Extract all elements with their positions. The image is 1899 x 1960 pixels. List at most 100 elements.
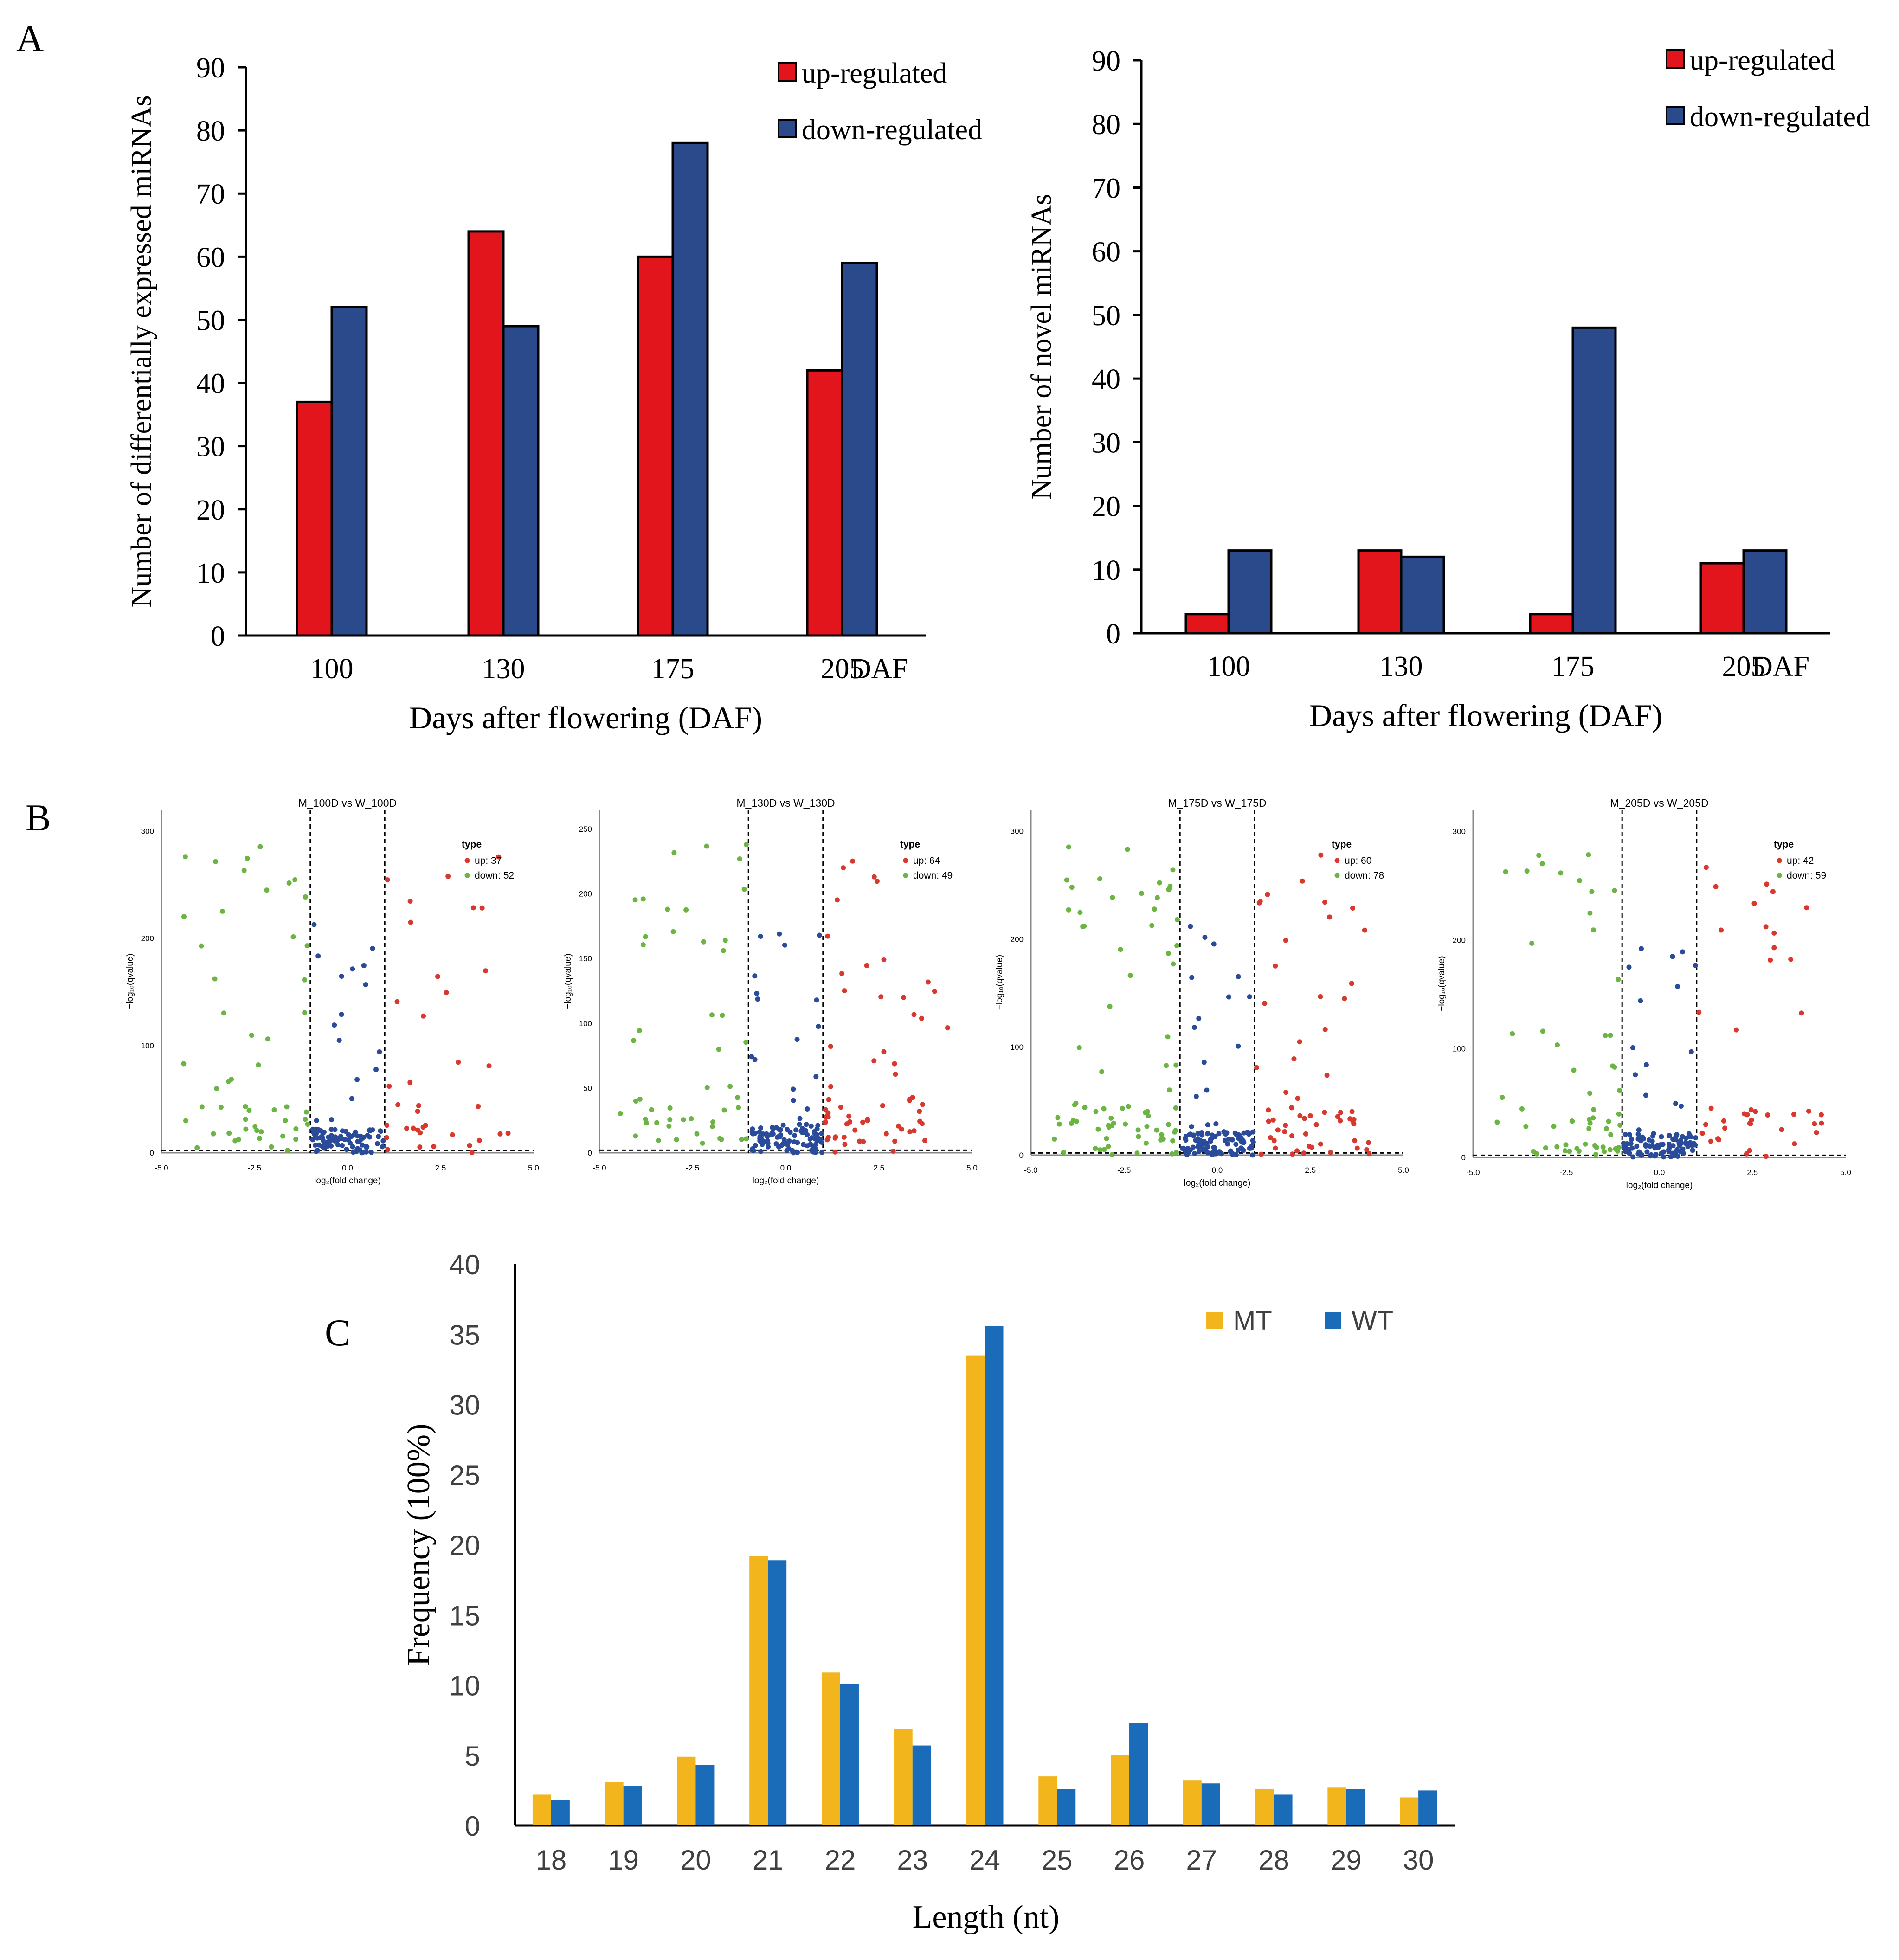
- point-not-significant: [1666, 1133, 1672, 1139]
- point-down-regulated: [1104, 1136, 1109, 1141]
- y-tick-label: 5: [465, 1741, 480, 1772]
- point-down-regulated: [1144, 1124, 1150, 1129]
- point-not-significant: [359, 1137, 364, 1142]
- point-down-regulated: [1570, 1118, 1575, 1124]
- point-not-significant: [314, 1149, 319, 1154]
- point-not-significant: [794, 1037, 800, 1042]
- point-down-regulated: [1106, 1123, 1111, 1128]
- point-not-significant: [1660, 1142, 1666, 1147]
- point-down-regulated: [271, 1107, 277, 1113]
- point-not-significant: [784, 1148, 790, 1153]
- point-down-regulated: [1146, 1113, 1151, 1118]
- point-not-significant: [819, 1131, 824, 1136]
- point-down-regulated: [1494, 1119, 1500, 1125]
- point-down-regulated: [1174, 917, 1180, 922]
- point-up-regulated: [826, 1097, 831, 1102]
- point-down-regulated: [1052, 1136, 1057, 1142]
- point-down-regulated: [1563, 1142, 1569, 1148]
- bar-mt-27: [1183, 1780, 1202, 1825]
- point-up-regulated: [1318, 852, 1324, 858]
- point-down-regulated: [640, 942, 646, 948]
- point-down-regulated: [640, 896, 646, 902]
- point-not-significant: [760, 1131, 766, 1137]
- x-tick-label-26: 26: [1114, 1844, 1145, 1876]
- y-tick-label: 25: [449, 1460, 480, 1491]
- point-up-regulated: [1696, 1009, 1702, 1015]
- point-down-regulated: [256, 1062, 261, 1068]
- bar-mt-22: [821, 1672, 840, 1825]
- point-up-regulated: [825, 1135, 831, 1140]
- point-up-regulated: [919, 1121, 925, 1126]
- point-up-regulated: [1297, 1113, 1303, 1118]
- point-not-significant: [1250, 1152, 1255, 1158]
- point-not-significant: [1644, 1149, 1650, 1155]
- point-down-regulated: [1170, 1138, 1176, 1144]
- y-tick-label: 35: [449, 1319, 480, 1350]
- point-up-regulated: [925, 979, 931, 985]
- legend-label-up: up: 42: [1787, 855, 1814, 866]
- point-not-significant: [1216, 1131, 1222, 1137]
- chart-c-length-distribution: 0 5 10 15 20 25 30 35 40 18 19 20 21 22 23 24 25 26 27 28 29…: [401, 1249, 1455, 1935]
- point-down-regulated: [632, 897, 638, 903]
- x-tick-label-205: 205: [821, 653, 864, 685]
- point-not-significant: [1671, 1136, 1677, 1142]
- point-up-regulated: [1792, 1141, 1797, 1147]
- point-not-significant: [805, 1106, 810, 1112]
- x-tick-label: 0.0: [1212, 1166, 1223, 1175]
- point-up-regulated: [825, 933, 830, 939]
- point-up-regulated: [911, 1012, 917, 1017]
- point-not-significant: [758, 1149, 764, 1154]
- point-not-significant: [1212, 1134, 1218, 1139]
- point-not-significant: [754, 990, 760, 996]
- point-up-regulated: [1748, 1107, 1754, 1112]
- point-down-regulated: [1583, 1141, 1588, 1147]
- point-not-significant: [374, 1141, 380, 1146]
- x-tick-label: 5.0: [1840, 1168, 1851, 1177]
- point-up-regulated: [1302, 1116, 1307, 1121]
- point-up-regulated: [1254, 1065, 1259, 1070]
- point-up-regulated: [839, 971, 845, 977]
- x-tick-label-205: 205: [1722, 651, 1765, 682]
- legend-title: type: [1774, 839, 1794, 850]
- point-down-regulated: [212, 976, 218, 982]
- point-down-regulated: [1173, 1128, 1178, 1133]
- point-down-regulated: [1171, 961, 1176, 967]
- point-not-significant: [350, 1144, 355, 1150]
- y-axis-title: −log₁₀(qvalue): [125, 953, 135, 1009]
- point-down-regulated: [681, 1117, 686, 1123]
- y-tick-label: 50: [196, 305, 225, 336]
- point-down-regulated: [269, 1144, 274, 1150]
- y-tick-label: 90: [1092, 45, 1120, 77]
- point-up-regulated: [832, 1135, 838, 1141]
- point-down-regulated: [1125, 847, 1130, 852]
- point-up-regulated: [864, 963, 869, 968]
- point-down-regulated: [1165, 951, 1171, 956]
- point-not-significant: [749, 1054, 754, 1060]
- point-not-significant: [315, 1127, 321, 1132]
- point-not-significant: [378, 1128, 383, 1134]
- y-tick-label: 70: [1092, 173, 1120, 204]
- y-tick-label: 40: [1092, 364, 1120, 395]
- point-not-significant: [1670, 954, 1675, 959]
- point-up-regulated: [932, 989, 937, 994]
- point-up-regulated: [1283, 938, 1288, 943]
- point-up-regulated: [1742, 1111, 1747, 1117]
- point-down-regulated: [739, 1137, 744, 1142]
- bar-wt-19: [623, 1786, 642, 1825]
- point-not-significant: [1643, 1062, 1649, 1067]
- point-up-regulated: [1744, 1151, 1749, 1157]
- legend-marker-down: [1334, 873, 1340, 878]
- point-not-significant: [1641, 1136, 1647, 1142]
- point-down-regulated: [1160, 1136, 1166, 1142]
- point-not-significant: [317, 1135, 322, 1141]
- point-not-significant: [778, 1132, 784, 1137]
- point-not-significant: [1652, 1153, 1658, 1159]
- point-down-regulated: [243, 1117, 248, 1122]
- point-up-regulated: [1779, 1127, 1784, 1132]
- point-up-regulated: [1262, 1001, 1268, 1006]
- plot-title: M_205D vs W_205D: [1610, 797, 1708, 809]
- legend-label-down: down-regulated: [1690, 101, 1870, 133]
- point-down-regulated: [667, 1117, 673, 1122]
- point-down-regulated: [1077, 910, 1083, 915]
